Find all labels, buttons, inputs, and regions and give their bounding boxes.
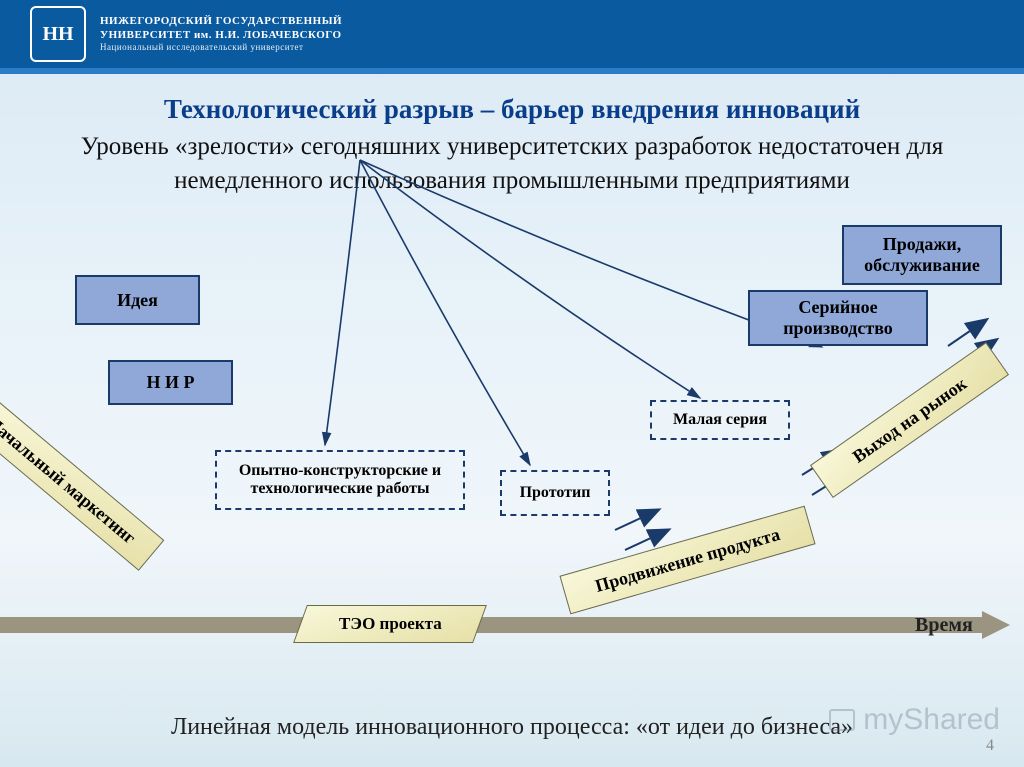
logo-line2: УНИВЕРСИТЕТ им. Н.И. ЛОБАЧЕВСКОГО bbox=[100, 28, 342, 42]
watermark: myShared bbox=[829, 703, 1000, 737]
slide-title: Технологический разрыв – барьер внедрени… bbox=[0, 94, 1024, 125]
blue-box-idea: Идея bbox=[75, 275, 200, 325]
slide-subtitle: Уровень «зрелости» сегодняшних университ… bbox=[40, 130, 984, 198]
logo-text: НИЖЕГОРОДСКИЙ ГОСУДАРСТВЕННЫЙ УНИВЕРСИТЕ… bbox=[100, 14, 342, 54]
watermark-icon bbox=[829, 709, 855, 731]
blue-box-nir: Н И Р bbox=[108, 360, 233, 405]
skew-box-teo: ТЭО проекта bbox=[293, 605, 487, 643]
page-number: 4 bbox=[986, 737, 994, 755]
blue-box-sales: Продажи, обслуживание bbox=[842, 225, 1002, 285]
dashed-box-okr: Опытно-конструкторские и технологические… bbox=[215, 450, 465, 510]
blue-box-serial: Серийное производство bbox=[748, 290, 928, 346]
logo-line1: НИЖЕГОРОДСКИЙ ГОСУДАРСТВЕННЫЙ bbox=[100, 14, 342, 28]
dashed-box-prototype: Прототип bbox=[500, 470, 610, 516]
logo-line3: Национальный исследовательский университ… bbox=[100, 42, 342, 54]
diag-box-marketing: Начальный маркетинг bbox=[0, 389, 164, 571]
logo-badge: НН bbox=[30, 6, 86, 62]
watermark-text: myShared bbox=[863, 703, 1000, 737]
diag-box-promotion: Продвижение продукта bbox=[559, 506, 815, 615]
diag-box-market_out: Выход на рынок bbox=[810, 342, 1009, 498]
svg-text:Время: Время bbox=[915, 614, 973, 636]
header-bar: НН НИЖЕГОРОДСКИЙ ГОСУДАРСТВЕННЫЙ УНИВЕРС… bbox=[0, 0, 1024, 74]
dashed-box-small: Малая серия bbox=[650, 400, 790, 440]
